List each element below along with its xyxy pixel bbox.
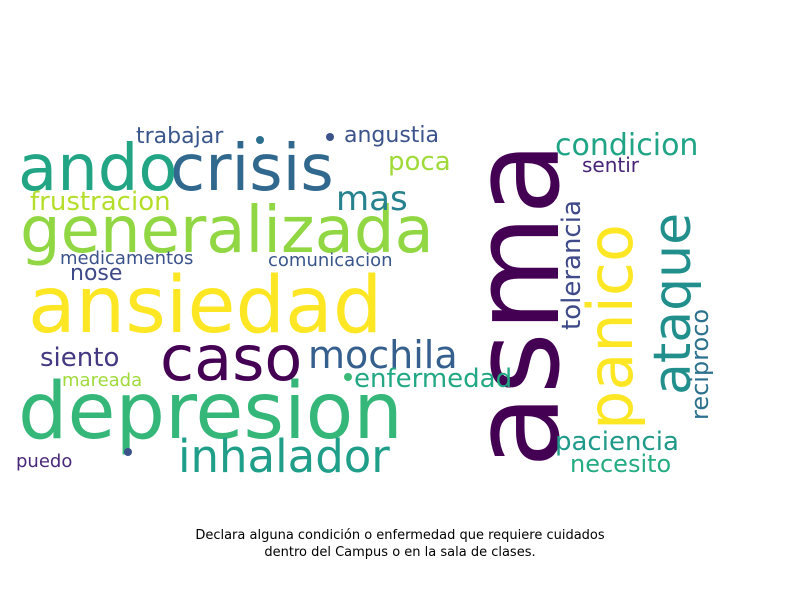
word-ansiedad: ansiedad bbox=[28, 261, 382, 351]
word-enfermedad: enfermedad bbox=[354, 364, 512, 394]
word-poca: poca bbox=[388, 147, 451, 177]
word-caso: caso bbox=[160, 322, 302, 395]
word-sentir: sentir bbox=[582, 153, 640, 177]
caption: Declara alguna condición o enfermedad qu… bbox=[0, 527, 800, 561]
word-medicamentos: medicamentos bbox=[60, 248, 193, 269]
word-ataque: ataque bbox=[643, 213, 703, 395]
caption-line-1: Declara alguna condición o enfermedad qu… bbox=[195, 528, 605, 543]
word-generalizada: generalizada bbox=[20, 194, 434, 268]
caption-line-2: dentro del Campus o en la sala de clases… bbox=[264, 545, 536, 560]
word-depresion: depresion bbox=[18, 367, 403, 457]
word-trabajar: trabajar bbox=[136, 124, 224, 149]
word-nose: nose bbox=[70, 261, 122, 286]
cloud-dot bbox=[344, 373, 352, 381]
word-angustia: angustia bbox=[344, 123, 439, 148]
word-mareada: mareada bbox=[62, 370, 142, 391]
cloud-dot bbox=[124, 448, 132, 456]
word-siento: siento bbox=[40, 343, 119, 373]
word-condicion: condicion bbox=[555, 128, 698, 163]
word-frustracion: frustracion bbox=[30, 187, 171, 217]
word-puedo: puedo bbox=[16, 451, 72, 472]
word-inhalador: inhalador bbox=[178, 430, 390, 483]
word-tolerancia: tolerancia bbox=[557, 200, 587, 330]
cloud-dot bbox=[256, 136, 264, 144]
cloud-dot bbox=[326, 133, 334, 141]
word-crisis: crisis bbox=[170, 132, 334, 206]
word-mas: mas bbox=[336, 179, 408, 219]
word-necesito: necesito bbox=[570, 450, 671, 478]
word-panico: panico bbox=[574, 224, 647, 430]
word-mochila: mochila bbox=[308, 333, 458, 377]
word-ando: ando bbox=[18, 132, 178, 206]
word-comunicacion: comunicacion bbox=[268, 250, 393, 271]
word-paciencia: paciencia bbox=[555, 427, 679, 457]
word-reciproco: reciproco bbox=[686, 309, 714, 420]
word-asma: asma bbox=[448, 142, 587, 468]
